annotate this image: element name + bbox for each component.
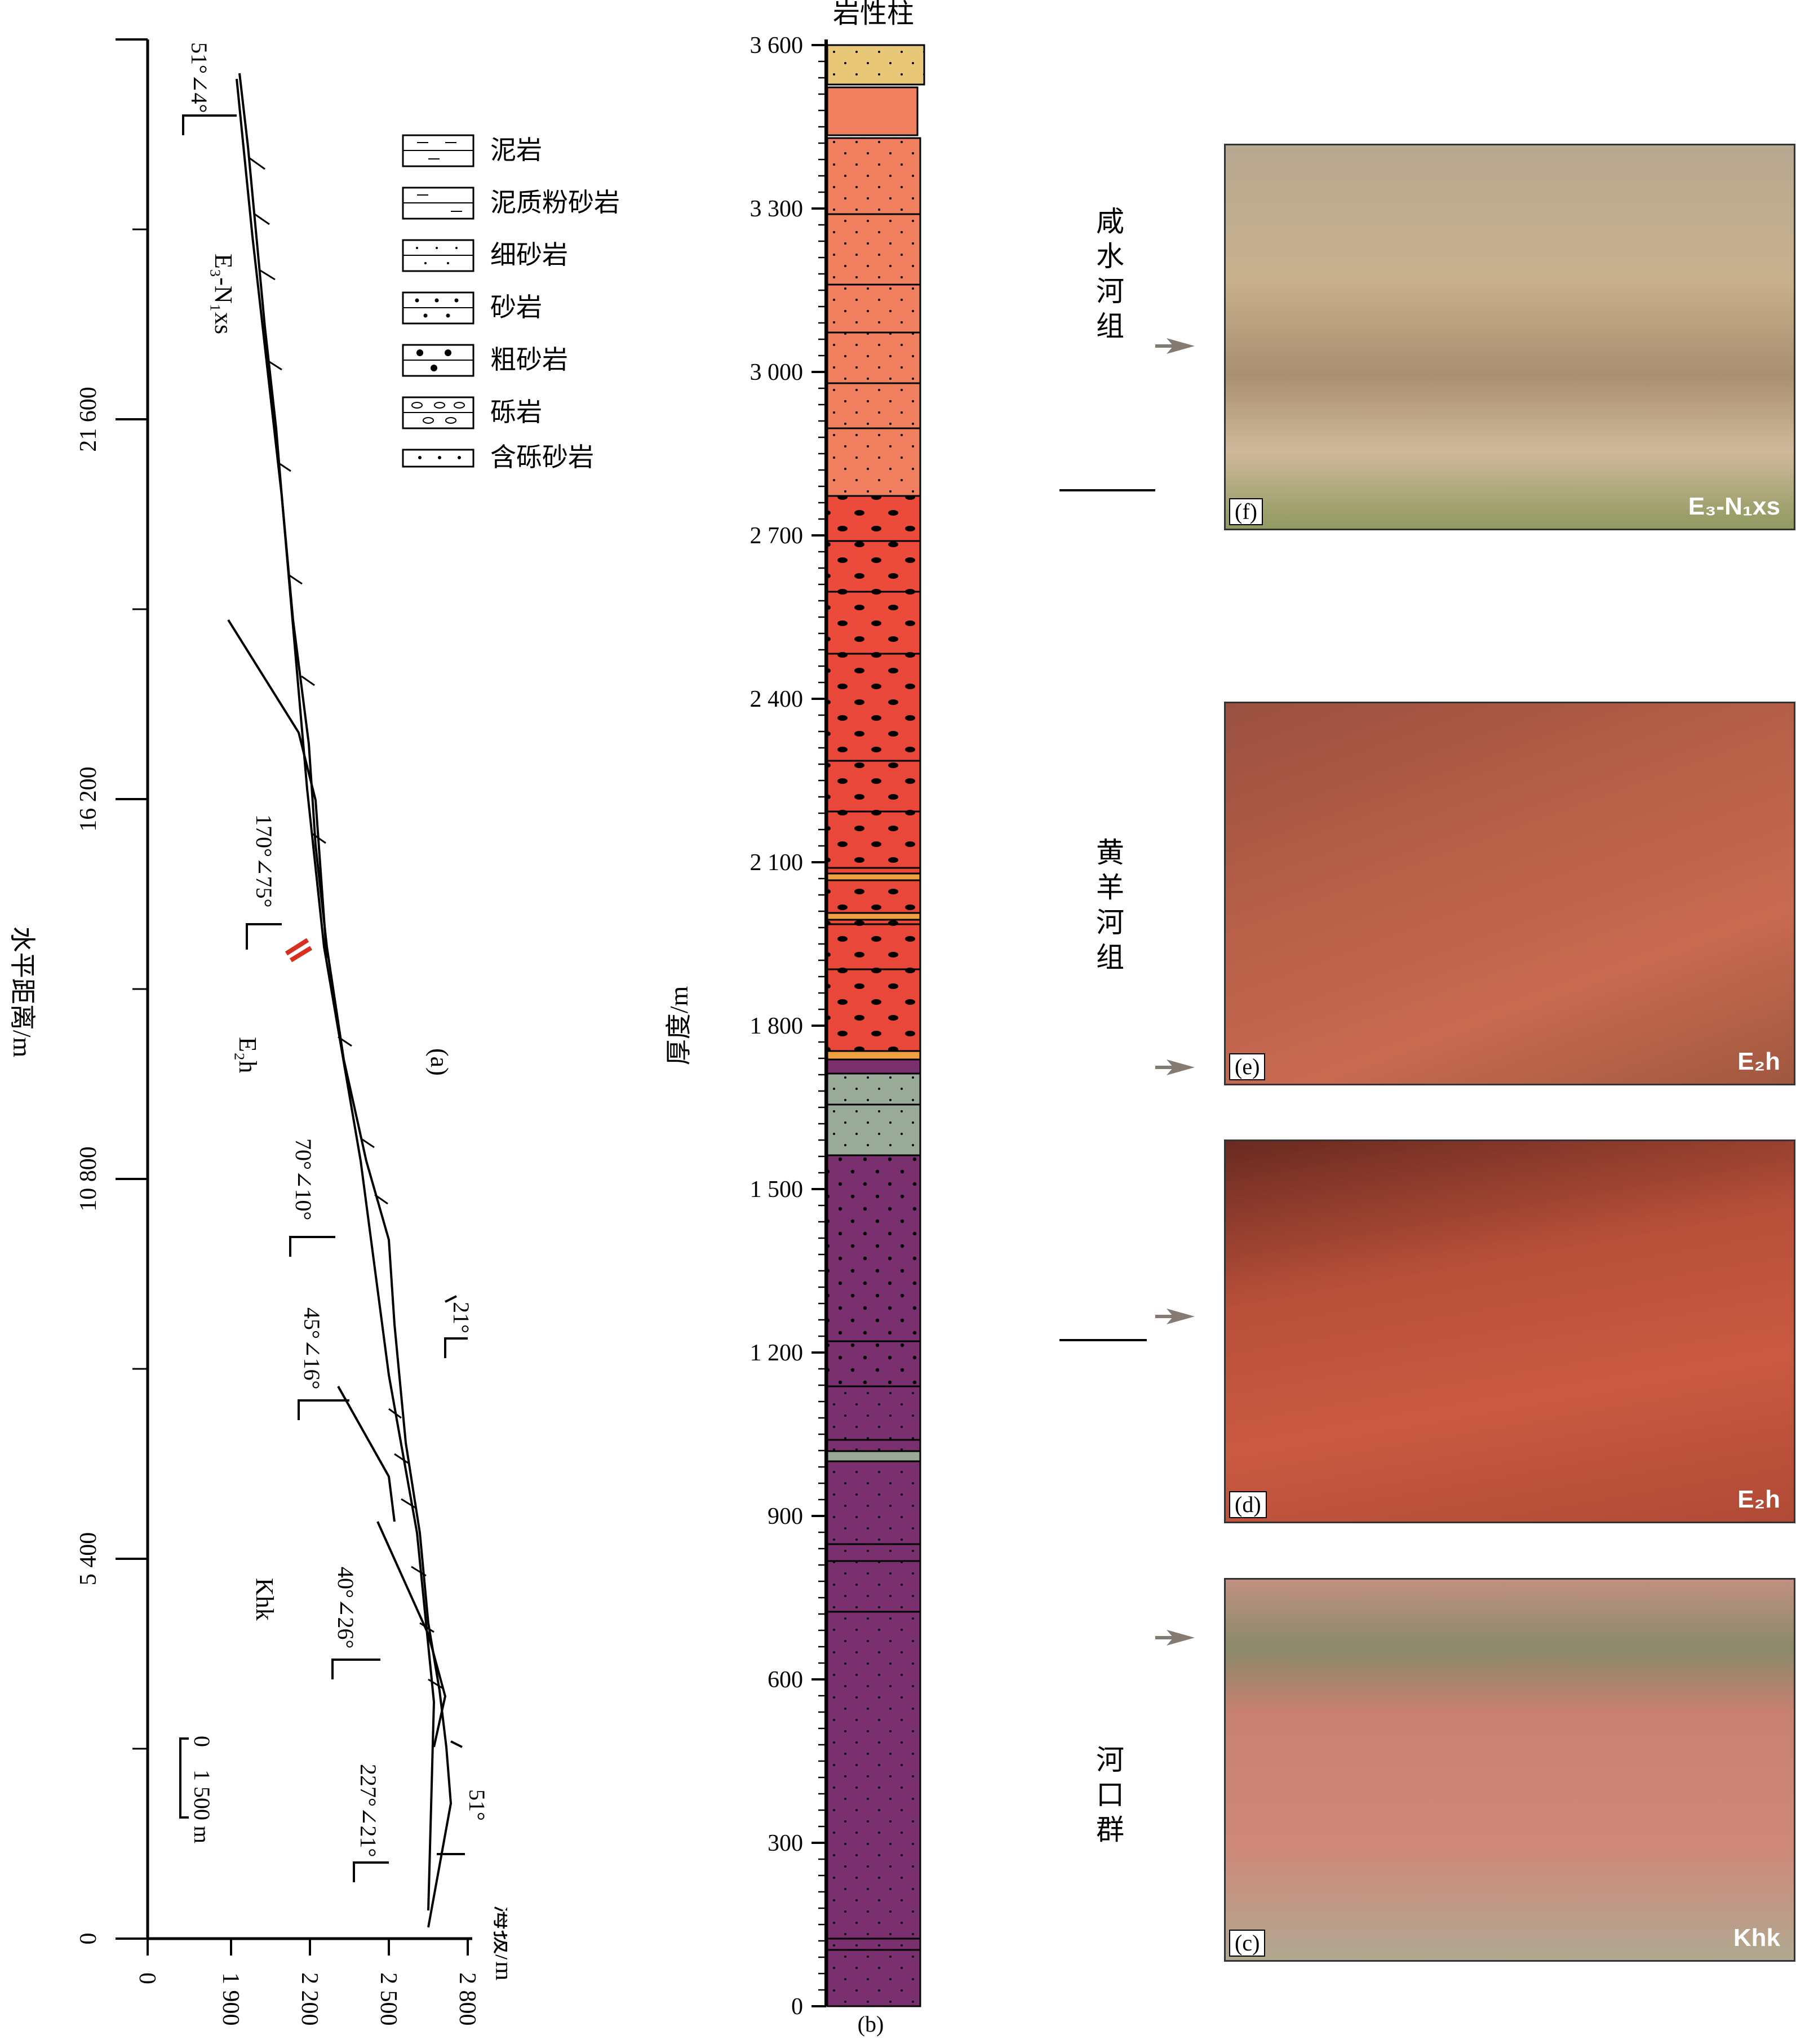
legend-label-5: 粗砂岩 — [490, 345, 568, 374]
ya-tick-1: 5 400 — [76, 1532, 101, 1586]
yb-tick-0: 0 — [791, 1994, 803, 2020]
ya-tick-3: 16 200 — [76, 766, 101, 832]
photo-e-unit: E₂h — [1737, 1048, 1780, 1075]
photo-c-unit: Khk — [1733, 1924, 1780, 1952]
legend-label-4: 砂岩 — [490, 293, 542, 322]
xa-tick-2: 2 200 — [296, 1972, 322, 2026]
photo-d-tag: (d) — [1229, 1491, 1267, 1518]
yb-tick-6: 1 800 — [750, 1013, 804, 1039]
yb-title: 厚度/m — [664, 986, 693, 1066]
legend: 泥岩 泥质粉砂岩 细砂岩 砂岩 粗砂岩 砾岩 含砾砂岩 — [402, 134, 620, 471]
xa-tick-3: 2 500 — [375, 1972, 401, 2026]
ya-tick-2: 10 800 — [76, 1146, 101, 1212]
xa-tick-4: 2 800 — [454, 1972, 480, 2026]
scale-bar — [179, 1737, 189, 1819]
attitude-3: 70°∠10° — [291, 1138, 316, 1221]
attitude-4: 45°∠16° — [299, 1307, 325, 1390]
yb-tick-2: 600 — [768, 1667, 803, 1693]
attitude-2: 170°∠75° — [251, 814, 277, 908]
column-title: 岩性柱 — [833, 0, 914, 29]
attitude-6: 227°∠21° — [356, 1764, 381, 1857]
panel-b-label: (b) — [858, 2011, 884, 2037]
legend-label-6: 砾岩 — [490, 398, 542, 427]
formation-xianshuihe: 咸水河组 — [1096, 206, 1124, 342]
yb-tick-10: 3 000 — [750, 360, 804, 385]
photo-f-tag: (f) — [1229, 498, 1263, 525]
unit-label-e2h: E₂h — [234, 1037, 261, 1073]
ya-title: 水平距离/m — [8, 926, 37, 1058]
yb-tick-3: 900 — [768, 1504, 803, 1529]
yb-tick-11: 3 300 — [750, 196, 804, 222]
yb-tick-5: 1 500 — [750, 1177, 804, 1203]
photo-c: (c) Khk — [1224, 1578, 1795, 1962]
panel-a-section: 0 5 400 10 800 16 200 21 600 水平距离/m 0 1 … — [8, 38, 507, 2026]
formation-huangyanghe: 黄羊河组 — [1096, 837, 1124, 973]
photo-c-tag: (c) — [1229, 1930, 1266, 1957]
yb-tick-8: 2 400 — [750, 686, 804, 712]
dip-mark-2: 51° — [464, 1789, 490, 1821]
dip-mark-1: 21° — [449, 1302, 474, 1333]
xa-title: 海拔/m — [490, 1905, 507, 1980]
photo-e-tag: (e) — [1229, 1053, 1266, 1080]
attitude-1: 51°∠4° — [187, 42, 212, 113]
photo-e: (e) E₂h — [1224, 702, 1795, 1085]
legend-label-3: 细砂岩 — [490, 241, 568, 269]
unit-label-khk: Khk — [251, 1578, 278, 1621]
panel-a-label: (a) — [425, 1048, 453, 1076]
panel-b-column: 0 300 600 900 1 200 1 500 1 800 2 100 2 … — [664, 0, 1195, 2037]
xa-tick-0: 0 — [134, 1972, 160, 1984]
formation-hekou: 河口群 — [1096, 1744, 1124, 1846]
ya-tick-4: 21 600 — [76, 387, 101, 452]
photo-f-unit: E₃-N₁xs — [1688, 493, 1780, 520]
xa-tick-1: 1 900 — [218, 1972, 243, 2026]
photo-d: (d) E₂h — [1224, 1140, 1795, 1523]
yb-tick-12: 3 600 — [750, 33, 804, 59]
legend-label-7: 含砾砂岩 — [490, 443, 594, 471]
unit-label-xs: E₃-N₁xs — [210, 254, 237, 334]
legend-label-1: 泥岩 — [490, 136, 542, 165]
photo-f: (f) E₃-N₁xs — [1224, 144, 1795, 530]
scale-bar-label: 0 1 500 m — [189, 1736, 215, 1843]
legend-label-2: 泥质粉砂岩 — [490, 188, 620, 217]
yb-tick-9: 2 700 — [750, 523, 804, 549]
yb-tick-7: 2 100 — [750, 850, 804, 876]
yb-tick-4: 1 200 — [750, 1340, 804, 1366]
yb-tick-1: 300 — [768, 1830, 803, 1856]
attitude-5: 40°∠26° — [333, 1567, 358, 1649]
ya-tick-0: 0 — [76, 1933, 101, 1945]
photo-d-unit: E₂h — [1737, 1486, 1780, 1513]
